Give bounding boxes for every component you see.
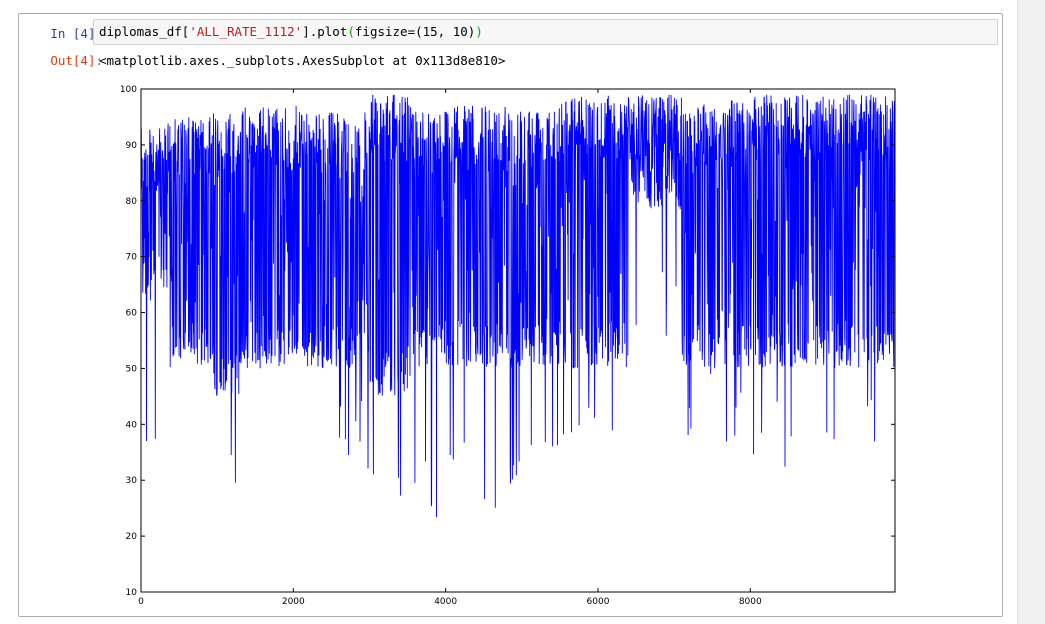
code-open-paren: ( xyxy=(347,24,355,39)
code-editor[interactable]: diplomas_df['ALL_RATE_1112'].plot(figsiz… xyxy=(93,19,998,45)
notebook-area: In [4]: diplomas_df['ALL_RATE_1112'].plo… xyxy=(18,13,1003,617)
y-tick-label: 10 xyxy=(126,588,138,598)
line-series xyxy=(140,94,896,518)
output-text: <matplotlib.axes._subplots.AxesSubplot a… xyxy=(99,53,506,68)
output-prompt: Out[4]: xyxy=(50,53,103,68)
x-tick-label: 8000 xyxy=(739,597,762,607)
x-tick-label: 2000 xyxy=(282,597,305,607)
x-tick-label: 4000 xyxy=(434,597,457,607)
axes-frame xyxy=(140,88,896,593)
x-tick-label: 6000 xyxy=(587,597,610,607)
y-tick-label: 50 xyxy=(126,364,138,374)
code-string: 'ALL_RATE_1112' xyxy=(189,24,303,39)
scrollbar-gutter[interactable] xyxy=(1017,0,1045,624)
series-line xyxy=(140,94,896,518)
x-tick-label: 0 xyxy=(138,597,144,607)
code-cell[interactable]: In [4]: diplomas_df['ALL_RATE_1112'].plo… xyxy=(18,13,1003,617)
input-prompt: In [4]: xyxy=(50,26,103,41)
y-tick-label: 60 xyxy=(126,309,138,319)
line-plot: 0 2000 4000 6000 8000 10 20 30 40 50 60 70 80 90 100 xyxy=(120,85,896,607)
code-mid: ].plot xyxy=(302,24,348,39)
y-tick-label: 80 xyxy=(126,197,138,207)
code-args: figsize=(15, 10) xyxy=(354,24,476,39)
y-tick-label: 40 xyxy=(126,420,138,430)
code-prefix: diplomas_df[ xyxy=(99,24,190,39)
y-tick-label: 30 xyxy=(126,476,138,486)
x-axis: 0 2000 4000 6000 8000 xyxy=(138,89,762,607)
y-tick-label: 70 xyxy=(126,253,138,263)
y-tick-label: 90 xyxy=(126,141,138,151)
code-close-paren: ) xyxy=(475,24,483,39)
y-tick-label: 100 xyxy=(120,85,137,95)
y-axis: 10 20 30 40 50 60 70 80 90 100 xyxy=(120,85,895,598)
y-tick-label: 20 xyxy=(126,532,138,542)
